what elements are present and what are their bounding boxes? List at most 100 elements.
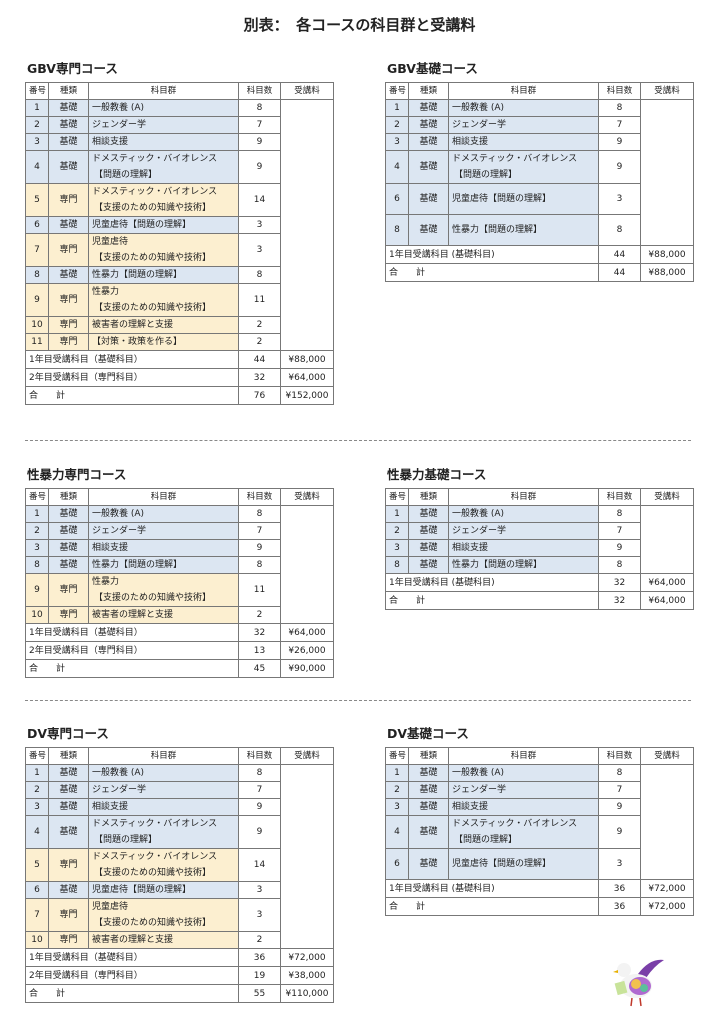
- row-count: 7: [598, 781, 641, 799]
- subject-line: 児童虐待: [92, 237, 129, 247]
- row-count: 9: [238, 815, 281, 849]
- subject-line: ドメスティック・バイオレンス: [452, 819, 578, 829]
- row-count: 8: [598, 764, 641, 782]
- row-count: 3: [238, 216, 281, 234]
- header-number: 番号: [385, 82, 409, 100]
- subject-line: 児童虐待【問題の理解】: [452, 859, 552, 869]
- summary-row: 2年目受講科目（専門科目） 13 ¥26,000: [25, 641, 334, 660]
- table-row: 3 基礎 相談支援 9: [25, 133, 334, 151]
- row-subject: 相談支援: [88, 133, 239, 151]
- table-row: 5 専門 ドメスティック・バイオレンス 【支援のための知識や技術】 14: [25, 183, 334, 217]
- row-count: 7: [598, 522, 641, 540]
- summary-fee: ¥64,000: [280, 368, 334, 387]
- row-type: 基礎: [408, 214, 449, 246]
- row-count: 8: [598, 99, 641, 117]
- subject-line: 一般教養 (A): [452, 103, 505, 113]
- summary-row: 1年目受講科目 (基礎科目) 36 ¥72,000: [385, 879, 694, 898]
- row-type: 基礎: [48, 539, 89, 557]
- row-number: 6: [25, 881, 49, 899]
- row-count: 14: [238, 848, 281, 882]
- subject-line: ジェンダー学: [92, 120, 147, 130]
- summary-fee: ¥88,000: [640, 245, 694, 264]
- subject-line: 性暴力: [92, 287, 120, 297]
- row-type: 基礎: [408, 150, 449, 184]
- subject-line: ドメスティック・バイオレンス: [452, 154, 578, 164]
- course-sv-kiso: 性暴力基礎コース 番号 種類 科目群 科目数 受講料 1 基礎 一般教養 (A) 8 2 基礎 ジェン…: [385, 464, 694, 610]
- table-row: 3 基礎 相談支援 9: [25, 539, 334, 557]
- row-number: 3: [385, 798, 409, 816]
- row-type: 基礎: [48, 116, 89, 134]
- table-row: 6 基礎 児童虐待【問題の理解】 3: [385, 183, 694, 215]
- header-fee: 受講料: [640, 747, 694, 765]
- table-row: 8 基礎 性暴力【問題の理解】 8: [385, 214, 694, 246]
- header-type: 種類: [48, 82, 89, 100]
- summary-count: 44: [598, 263, 641, 282]
- row-subject: 性暴力【問題の理解】: [448, 556, 599, 574]
- subject-line: 【問題の理解】: [94, 170, 158, 180]
- header-number: 番号: [25, 747, 49, 765]
- row-subject: ドメスティック・バイオレンス 【問題の理解】: [88, 815, 239, 849]
- summary-row: 1年目受講科目（基礎科目） 44 ¥88,000: [25, 350, 334, 369]
- row-subject: ドメスティック・バイオレンス 【支援のための知識や技術】: [88, 848, 239, 882]
- row-count: 8: [238, 764, 281, 782]
- row-type: 専門: [48, 333, 89, 351]
- table-row: 9 専門 性暴力 【支援のための知識や技術】 11: [25, 573, 334, 607]
- row-type: 基礎: [48, 266, 89, 284]
- subject-line: 【支援のための知識や技術】: [94, 253, 212, 263]
- header-row: 番号 種類 科目群 科目数 受講料: [25, 82, 334, 100]
- table-row: 7 専門 児童虐待 【支援のための知識や技術】 3: [25, 898, 334, 932]
- row-number: 3: [385, 539, 409, 557]
- row-subject: 相談支援: [88, 539, 239, 557]
- summary-fee: ¥152,000: [280, 386, 334, 405]
- summary-count: 44: [598, 245, 641, 264]
- subject-line: 【対策・政策を作る】: [92, 337, 183, 347]
- row-count: 2: [238, 931, 281, 949]
- summary-fee: ¥26,000: [280, 641, 334, 660]
- row-count: 9: [238, 133, 281, 151]
- row-count: 11: [238, 283, 281, 317]
- row-count: 9: [238, 798, 281, 816]
- summary-label: 合 計: [385, 591, 599, 610]
- subject-line: 【支援のための知識や技術】: [94, 868, 212, 878]
- summary-fee: ¥88,000: [280, 350, 334, 369]
- summary-label: 2年目受講科目（専門科目）: [25, 641, 239, 660]
- header-row: 番号 種類 科目群 科目数 受講料: [25, 488, 334, 506]
- subject-line: 性暴力: [92, 577, 120, 587]
- row-type: 基礎: [408, 116, 449, 134]
- summary-count: 19: [238, 966, 281, 985]
- row-count: 2: [238, 606, 281, 624]
- summary-fee: ¥64,000: [640, 573, 694, 592]
- subject-line: ジェンダー学: [452, 785, 507, 795]
- row-count: 3: [238, 881, 281, 899]
- summary-count: 32: [598, 591, 641, 610]
- table-row: 3 基礎 相談支援 9: [385, 539, 694, 557]
- summary-label: 1年目受講科目 (基礎科目): [385, 573, 599, 592]
- summary-count: 45: [238, 659, 281, 678]
- row-type: 専門: [48, 233, 89, 267]
- course-title: GBV専門コース: [27, 61, 118, 76]
- row-subject: 児童虐待【問題の理解】: [448, 848, 599, 880]
- row-subject: 児童虐待【問題の理解】: [448, 183, 599, 215]
- table-row: 5 専門 ドメスティック・バイオレンス 【支援のための知識や技術】 14: [25, 848, 334, 882]
- header-fee: 受講料: [280, 747, 334, 765]
- row-subject: 性暴力 【支援のための知識や技術】: [88, 573, 239, 607]
- course-sv-senmon: 性暴力専門コース 番号 種類 科目群 科目数 受講料 1 基礎 一般教養 (A) 8 2 基礎 ジェン…: [25, 464, 334, 678]
- summary-label: 1年目受講科目（基礎科目）: [25, 350, 239, 369]
- course-table: 番号 種類 科目群 科目数 受講料 1 基礎 一般教養 (A) 8 2 基礎 ジェンダー学 7 3 基礎 相談…: [25, 488, 334, 678]
- fee-merged-cell: [280, 764, 334, 949]
- summary-row: 合 計 44 ¥88,000: [385, 263, 694, 282]
- subject-line: 被害者の理解と支援: [92, 610, 174, 620]
- subject-line: 【問題の理解】: [94, 835, 158, 845]
- row-subject: 被害者の理解と支援: [88, 316, 239, 334]
- course-title: DV専門コース: [27, 726, 109, 741]
- row-subject: 児童虐待 【支援のための知識や技術】: [88, 898, 239, 932]
- row-number: 10: [25, 606, 49, 624]
- row-count: 9: [238, 150, 281, 184]
- header-row: 番号 種類 科目群 科目数 受講料: [385, 747, 694, 765]
- header-subject-count: 科目数: [238, 747, 281, 765]
- table-row: 4 基礎 ドメスティック・バイオレンス 【問題の理解】 9: [385, 150, 694, 184]
- row-number: 2: [385, 781, 409, 799]
- row-count: 7: [238, 522, 281, 540]
- header-subject-count: 科目数: [598, 82, 641, 100]
- table-row: 6 基礎 児童虐待【問題の理解】 3: [385, 848, 694, 880]
